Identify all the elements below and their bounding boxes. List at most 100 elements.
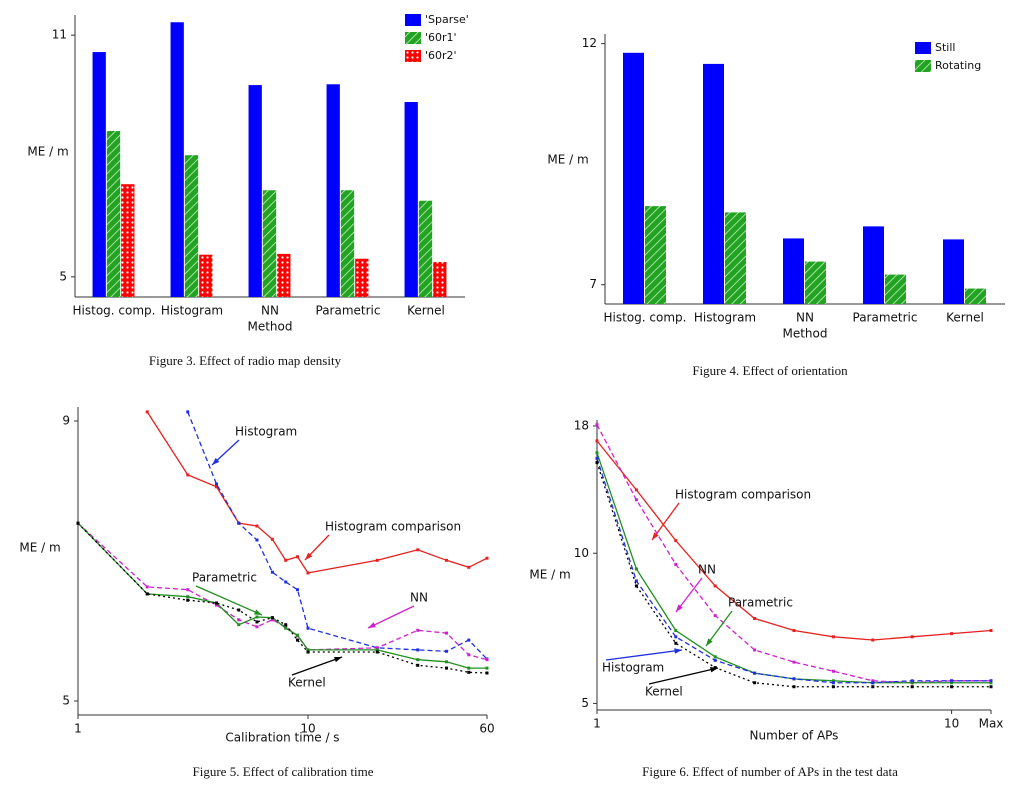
series-label: Histogram bbox=[602, 661, 664, 675]
point-marker bbox=[237, 608, 241, 612]
label-arrow bbox=[367, 605, 415, 629]
bar bbox=[262, 190, 277, 297]
point-marker bbox=[186, 410, 190, 414]
y-tick-label: 12 bbox=[582, 36, 597, 50]
point-marker bbox=[416, 648, 420, 652]
point-marker bbox=[674, 629, 678, 633]
point-marker bbox=[753, 681, 757, 685]
x-tick-label: Histog. comp. bbox=[604, 311, 687, 325]
point-marker bbox=[306, 648, 310, 652]
point-marker bbox=[237, 618, 241, 622]
point-marker bbox=[871, 685, 875, 689]
point-marker bbox=[792, 677, 796, 681]
series-line bbox=[187, 411, 488, 660]
point-marker bbox=[186, 473, 190, 477]
point-marker bbox=[595, 456, 599, 460]
x-axis-label: Number of APs bbox=[750, 729, 839, 743]
point-marker bbox=[713, 584, 717, 588]
bar bbox=[725, 212, 746, 304]
x-tick-label: 60 bbox=[479, 722, 494, 736]
point-marker bbox=[284, 558, 288, 562]
x-tick-label: Parametric bbox=[853, 311, 918, 325]
legend-label: 'Sparse' bbox=[425, 13, 469, 26]
x-tick-label: Kernel bbox=[407, 304, 445, 318]
point-marker bbox=[416, 548, 420, 552]
point-marker bbox=[485, 658, 489, 662]
series-line bbox=[146, 411, 488, 574]
y-tick-label: 10 bbox=[574, 546, 589, 560]
bar bbox=[418, 200, 433, 297]
point-marker bbox=[284, 626, 288, 630]
point-marker bbox=[595, 439, 599, 443]
caption: Figure 4. Effect of orientation bbox=[692, 363, 848, 378]
point-marker bbox=[467, 666, 471, 670]
label-arrow bbox=[605, 649, 683, 661]
x-tick-label: 10 bbox=[944, 717, 959, 731]
point-marker bbox=[910, 679, 914, 683]
point-marker bbox=[284, 580, 288, 584]
y-tick-label: 5 bbox=[581, 696, 589, 710]
x-tick-label: 10 bbox=[300, 722, 315, 736]
point-marker bbox=[237, 521, 241, 525]
point-marker bbox=[444, 631, 448, 635]
arrow-head bbox=[334, 656, 342, 663]
bar bbox=[106, 131, 121, 297]
arrow-head bbox=[674, 648, 682, 654]
y-axis-label: ME / m bbox=[529, 568, 570, 582]
point-marker bbox=[674, 562, 678, 566]
point-marker bbox=[255, 625, 259, 629]
point-marker bbox=[910, 681, 914, 685]
point-marker bbox=[375, 558, 379, 562]
x-axis-label: Calibration time / s bbox=[225, 731, 339, 745]
point-marker bbox=[444, 666, 448, 670]
point-marker bbox=[634, 584, 638, 588]
point-marker bbox=[950, 681, 954, 685]
legend-label: '60r2' bbox=[425, 49, 457, 62]
bar bbox=[885, 274, 906, 304]
point-marker bbox=[674, 641, 678, 645]
series-label: Histogram comparison bbox=[325, 520, 461, 534]
y-tick-label: 5 bbox=[59, 269, 67, 283]
caption: Figure 6. Effect of number of APs in the… bbox=[642, 764, 898, 779]
arrow-head bbox=[305, 552, 313, 560]
point-marker bbox=[753, 671, 757, 675]
bar bbox=[433, 261, 447, 297]
series-label: Kernel bbox=[645, 685, 683, 699]
point-marker bbox=[910, 635, 914, 639]
point-marker bbox=[375, 648, 379, 652]
bar bbox=[965, 288, 986, 304]
series-label: Histogram comparison bbox=[675, 488, 811, 502]
bar bbox=[121, 184, 135, 297]
bar bbox=[623, 52, 644, 304]
legend-swatch bbox=[405, 14, 421, 26]
series-label: Parametric bbox=[192, 571, 257, 585]
point-marker bbox=[416, 628, 420, 632]
point-marker bbox=[295, 555, 299, 559]
x-tick-label: NN bbox=[261, 304, 279, 318]
point-marker bbox=[485, 666, 489, 670]
point-marker bbox=[634, 579, 638, 583]
point-marker bbox=[306, 626, 310, 630]
point-marker bbox=[270, 618, 274, 622]
x-tick-label: 1 bbox=[593, 717, 601, 731]
legend-label: Still bbox=[935, 41, 955, 54]
x-tick-label: Parametric bbox=[316, 304, 381, 318]
point-marker bbox=[753, 648, 757, 652]
bar bbox=[92, 52, 106, 297]
legend-swatch bbox=[915, 42, 931, 54]
bar bbox=[326, 84, 340, 297]
bar bbox=[184, 155, 199, 297]
series-line bbox=[596, 462, 991, 688]
bar bbox=[943, 239, 964, 304]
point-marker bbox=[485, 556, 489, 560]
y-axis-label: ME / m bbox=[27, 145, 68, 159]
bar bbox=[170, 22, 184, 297]
point-marker bbox=[270, 616, 274, 620]
point-marker bbox=[595, 423, 599, 427]
y-axis-label: ME / m bbox=[547, 153, 588, 167]
bar bbox=[645, 206, 666, 304]
point-marker bbox=[76, 521, 80, 525]
arrow-head bbox=[706, 638, 713, 646]
legend-label: '60r1' bbox=[425, 31, 457, 44]
bar bbox=[703, 63, 724, 305]
